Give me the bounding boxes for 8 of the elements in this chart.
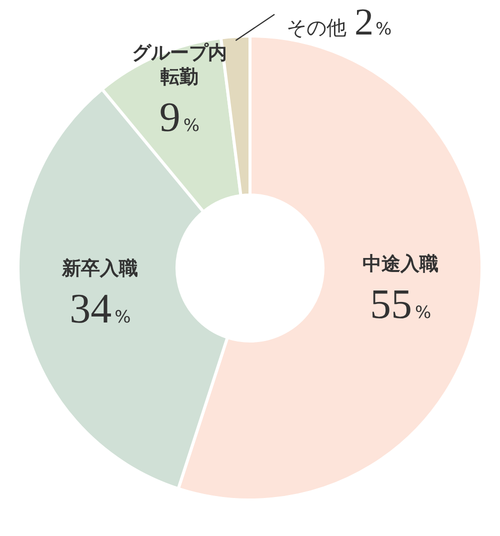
data-label: 2%: [354, 1, 392, 44]
slice-label: グループ内転勤: [132, 42, 228, 88]
slice-label: 中途入職: [362, 252, 439, 275]
data-label: 9%: [159, 95, 200, 142]
slice-label: その他: [286, 15, 347, 40]
data-label: 34%: [70, 286, 131, 333]
slice-label: 新卒入職: [61, 258, 138, 280]
data-label: 55%: [370, 282, 432, 328]
